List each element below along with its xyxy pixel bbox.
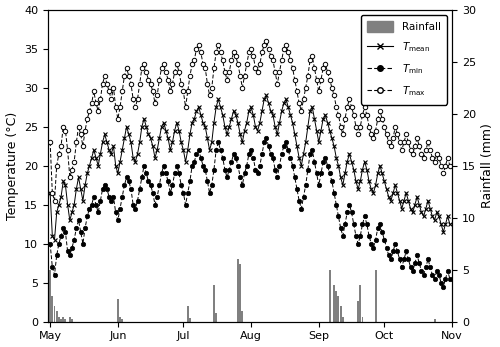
Bar <box>69 316 71 322</box>
Bar <box>56 311 58 322</box>
Bar <box>117 299 119 322</box>
Y-axis label: Rainfall (mm): Rainfall (mm) <box>482 123 494 208</box>
Bar <box>121 319 123 322</box>
Bar <box>119 316 121 322</box>
Bar <box>333 285 335 322</box>
Bar <box>374 270 376 322</box>
Bar <box>62 316 64 322</box>
Bar <box>71 319 73 322</box>
Bar <box>213 285 215 322</box>
Bar <box>342 316 344 322</box>
Bar <box>242 311 244 322</box>
Bar <box>215 313 217 322</box>
Bar <box>239 264 241 322</box>
Bar <box>328 270 330 322</box>
Bar <box>237 259 239 322</box>
Bar <box>434 319 436 322</box>
Bar <box>60 319 62 322</box>
Bar <box>357 301 359 322</box>
Bar <box>360 285 362 322</box>
Bar <box>49 270 51 322</box>
Bar <box>52 296 54 322</box>
Bar <box>362 316 364 322</box>
Bar <box>338 296 340 322</box>
Bar <box>58 316 60 322</box>
Bar <box>64 319 66 322</box>
Legend: Rainfall, $T_\mathrm{mean}$, $T_\mathrm{min}$, $T_\mathrm{max}$: Rainfall, $T_\mathrm{mean}$, $T_\mathrm{… <box>361 15 447 104</box>
Bar <box>54 306 56 322</box>
Bar <box>336 290 338 322</box>
Bar <box>340 306 342 322</box>
Bar <box>189 318 191 322</box>
Bar <box>187 306 188 322</box>
Y-axis label: Temperature (°C): Temperature (°C) <box>6 111 18 220</box>
